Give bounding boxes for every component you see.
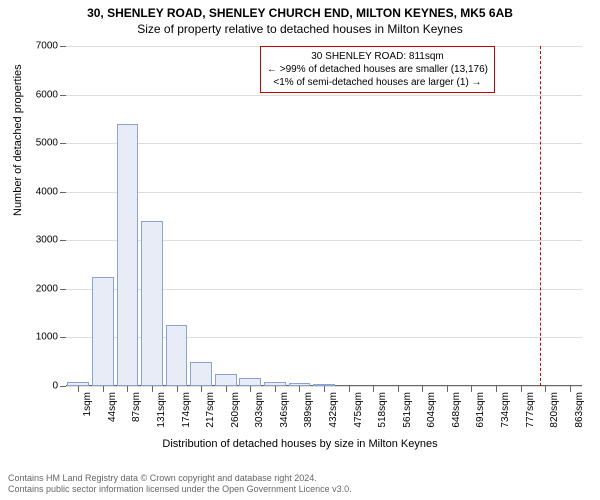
y-tick-label: 1000	[18, 332, 58, 343]
x-tick	[398, 386, 399, 392]
grid-line	[66, 143, 582, 144]
annotation-box: 30 SHENLEY ROAD: 811sqm ← >99% of detach…	[260, 46, 495, 93]
x-axis-title: Distribution of detached houses by size …	[0, 438, 600, 450]
x-tick	[299, 386, 300, 392]
x-tick-label: 648sqm	[451, 392, 462, 428]
y-tick-label: 7000	[18, 41, 58, 52]
y-tick	[60, 289, 66, 290]
bar	[92, 277, 114, 386]
x-tick-label: 131sqm	[156, 392, 167, 428]
y-tick	[60, 192, 66, 193]
annotation-line-3: <1% of semi-detached houses are larger (…	[267, 76, 488, 89]
x-tick-label: 820sqm	[549, 392, 560, 428]
x-tick	[275, 386, 276, 392]
y-tick	[60, 46, 66, 47]
plot-region: 010002000300040005000600070001sqm44sqm87…	[66, 46, 582, 386]
y-tick	[60, 143, 66, 144]
annotation-line-2: ← >99% of detached houses are smaller (1…	[267, 63, 488, 76]
bar	[166, 325, 188, 386]
y-tick-label: 6000	[18, 89, 58, 100]
x-tick	[545, 386, 546, 392]
y-tick-label: 2000	[18, 283, 58, 294]
x-tick	[324, 386, 325, 392]
x-tick-label: 604sqm	[426, 392, 437, 428]
x-tick-label: 1sqm	[82, 392, 93, 416]
x-tick-label: 87sqm	[131, 392, 142, 422]
page-subtitle: Size of property relative to detached ho…	[0, 20, 600, 36]
x-tick	[78, 386, 79, 392]
bar	[117, 124, 139, 386]
page-title: 30, SHENLEY ROAD, SHENLEY CHURCH END, MI…	[0, 0, 600, 20]
y-tick-label: 3000	[18, 235, 58, 246]
x-tick	[447, 386, 448, 392]
x-tick-label: 863sqm	[574, 392, 585, 428]
x-tick	[570, 386, 571, 392]
y-tick-label: 0	[18, 381, 58, 392]
x-tick-label: 777sqm	[525, 392, 536, 428]
x-tick	[496, 386, 497, 392]
y-tick	[60, 95, 66, 96]
x-tick	[152, 386, 153, 392]
x-tick	[422, 386, 423, 392]
x-tick	[471, 386, 472, 392]
x-tick-label: 346sqm	[279, 392, 290, 428]
footer-line-2: Contains public sector information licen…	[8, 484, 352, 496]
x-tick	[127, 386, 128, 392]
bar	[190, 362, 212, 386]
x-tick-label: 389sqm	[303, 392, 314, 428]
x-tick-label: 303sqm	[254, 392, 265, 428]
x-tick-label: 432sqm	[328, 392, 339, 428]
chart-container: 30, SHENLEY ROAD, SHENLEY CHURCH END, MI…	[0, 0, 600, 500]
x-tick-label: 734sqm	[500, 392, 511, 428]
chart-area: 010002000300040005000600070001sqm44sqm87…	[66, 46, 582, 386]
footer-line-1: Contains HM Land Registry data © Crown c…	[8, 473, 352, 485]
grid-line	[66, 192, 582, 193]
x-tick-label: 691sqm	[475, 392, 486, 428]
y-tick	[60, 386, 66, 387]
x-tick	[521, 386, 522, 392]
y-tick-label: 5000	[18, 138, 58, 149]
y-tick	[60, 240, 66, 241]
bar	[141, 221, 163, 386]
x-tick	[177, 386, 178, 392]
x-tick	[226, 386, 227, 392]
annotation-line-1: 30 SHENLEY ROAD: 811sqm	[267, 50, 488, 63]
x-tick-label: 561sqm	[402, 392, 413, 428]
x-tick-label: 217sqm	[205, 392, 216, 428]
x-tick	[201, 386, 202, 392]
x-tick	[250, 386, 251, 392]
grid-line	[66, 95, 582, 96]
x-tick-label: 475sqm	[353, 392, 364, 428]
y-tick	[60, 337, 66, 338]
x-tick	[349, 386, 350, 392]
x-tick-label: 44sqm	[107, 392, 118, 422]
reference-line	[540, 46, 541, 386]
bar	[239, 378, 261, 386]
y-tick-label: 4000	[18, 186, 58, 197]
x-tick-label: 174sqm	[181, 392, 192, 428]
x-tick	[103, 386, 104, 392]
x-tick-label: 260sqm	[230, 392, 241, 428]
bar	[215, 374, 237, 386]
x-tick-label: 518sqm	[377, 392, 388, 428]
footer: Contains HM Land Registry data © Crown c…	[8, 473, 352, 496]
x-tick	[373, 386, 374, 392]
